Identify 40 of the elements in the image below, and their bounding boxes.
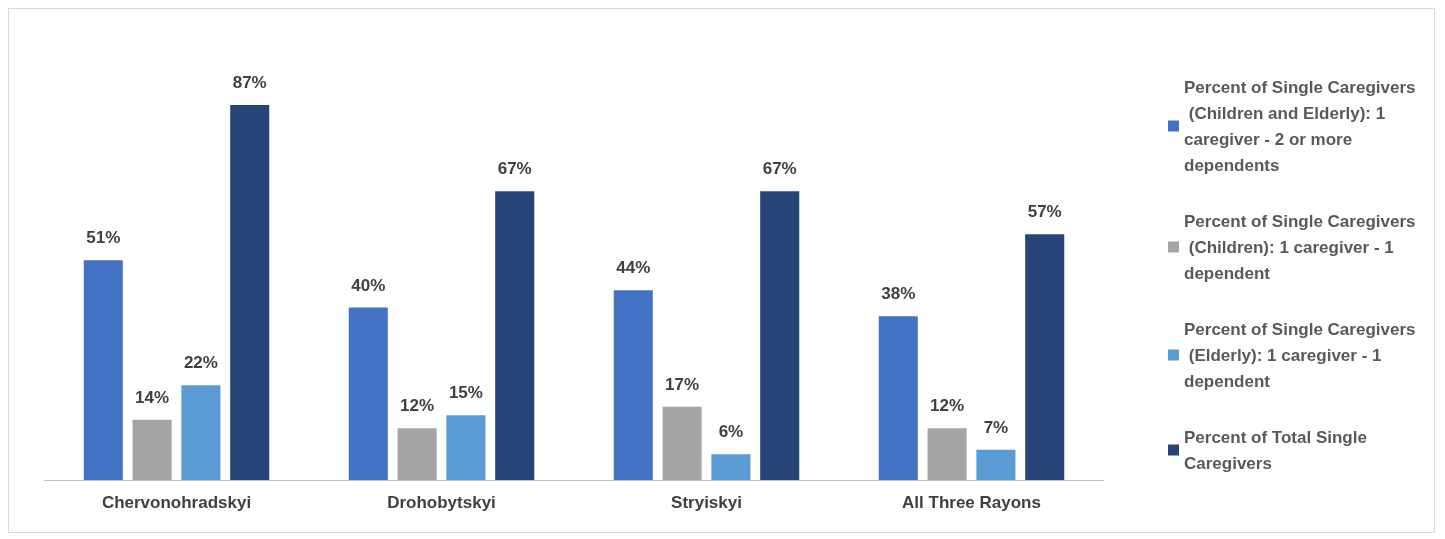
data-label: 67% bbox=[497, 159, 532, 179]
bar bbox=[760, 191, 800, 480]
legend-label: Percent of Single Caregivers (Children): 1 caregiver - 1 dependent bbox=[1184, 211, 1416, 283]
bar bbox=[927, 428, 967, 480]
bar bbox=[348, 307, 388, 480]
bar bbox=[662, 406, 702, 480]
data-label: 67% bbox=[762, 159, 797, 179]
legend-label: Percent of Single Caregivers (Children and Elderly): 1 caregiver - 2 or more dependents bbox=[1184, 77, 1416, 175]
bar bbox=[230, 105, 270, 480]
legend-label: Percent of Single Caregivers (Elderly): 1 caregiver - 1 dependent bbox=[1184, 319, 1416, 391]
legend-label: Percent of Total Single Caregivers bbox=[1184, 427, 1372, 473]
bar bbox=[495, 191, 535, 480]
data-label: 6% bbox=[718, 422, 744, 442]
data-label: 38% bbox=[881, 284, 916, 304]
data-label: 12% bbox=[400, 396, 435, 416]
data-label: 40% bbox=[351, 275, 386, 295]
bar bbox=[976, 449, 1016, 480]
data-label: 87% bbox=[232, 73, 267, 93]
bar bbox=[878, 316, 918, 480]
bar bbox=[613, 290, 653, 480]
x-tick-label: Chervonohradskyi bbox=[101, 493, 252, 512]
data-label: 57% bbox=[1027, 202, 1062, 222]
data-label: 15% bbox=[448, 383, 483, 403]
x-tick-label: Drohobytskyi bbox=[387, 493, 496, 512]
data-label: 44% bbox=[616, 258, 651, 278]
bar bbox=[446, 415, 486, 480]
x-tick-label: All Three Rayons bbox=[902, 493, 1041, 512]
bar bbox=[83, 260, 123, 480]
bar bbox=[132, 419, 172, 480]
data-label: 12% bbox=[930, 396, 965, 416]
data-label: 17% bbox=[665, 374, 700, 394]
bar bbox=[181, 385, 221, 480]
bar bbox=[397, 428, 437, 480]
bar bbox=[1025, 234, 1065, 480]
data-label: 7% bbox=[983, 417, 1009, 437]
x-tick-label: Stryiskyi bbox=[671, 493, 742, 512]
data-label: 22% bbox=[183, 353, 218, 373]
data-label: 14% bbox=[135, 387, 170, 407]
data-label: 51% bbox=[86, 228, 121, 248]
bar bbox=[711, 454, 751, 480]
